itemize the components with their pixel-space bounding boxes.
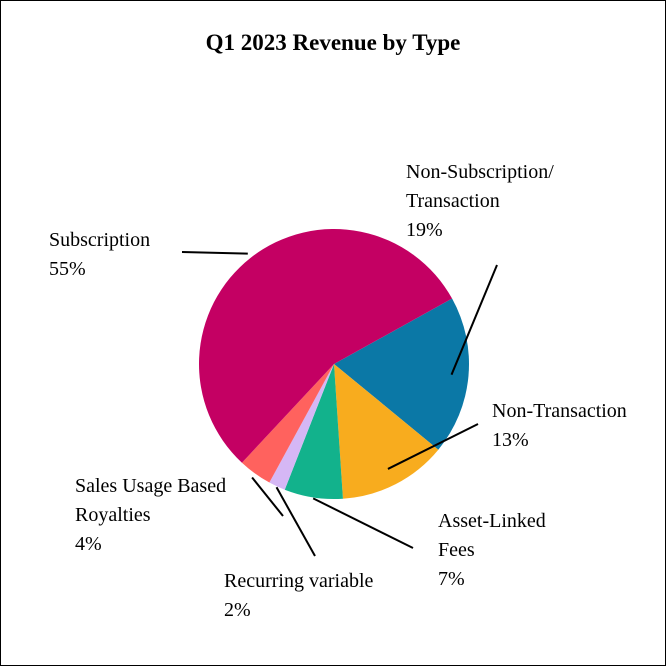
leader-line-non-transaction bbox=[387, 423, 479, 470]
label-asset-linked-fees: Asset-Linked Fees 7% bbox=[438, 507, 546, 594]
label-percent: 2% bbox=[224, 599, 251, 621]
leader-line-asset-linked-fees bbox=[312, 497, 414, 549]
label-non-subscription-transaction: Non-Subscription/ Transaction 19% bbox=[406, 158, 554, 245]
label-percent: 7% bbox=[438, 568, 465, 590]
leader-line-sales-usage-based-royalties bbox=[251, 476, 284, 517]
label-text-line-1: Recurring variable bbox=[224, 570, 374, 592]
label-text-line-1: Non-Subscription/ bbox=[406, 161, 554, 183]
label-recurring-variable: Recurring variable 2% bbox=[224, 567, 373, 625]
leader-line-non-subscription-transaction bbox=[450, 264, 498, 376]
label-text-line-1: Non-Transaction bbox=[492, 400, 627, 422]
leader-line-subscription bbox=[181, 251, 248, 255]
label-percent: 19% bbox=[406, 219, 443, 241]
pie-slice-recurring-variable bbox=[269, 364, 334, 490]
label-sales-usage-based-royalties: Sales Usage Based Royalties 4% bbox=[75, 472, 226, 559]
label-text-line-1: Sales Usage Based bbox=[75, 475, 227, 497]
label-subscription: Subscription 55% bbox=[49, 226, 150, 284]
label-text-line-2: Royalties bbox=[75, 504, 151, 526]
label-percent: 13% bbox=[492, 429, 529, 451]
pie-slice-asset-linked-fees bbox=[284, 364, 343, 499]
pie-slice-non-subscription-transaction bbox=[334, 298, 469, 450]
label-text-line-1: Subscription bbox=[49, 229, 151, 251]
leader-line-recurring-variable bbox=[275, 486, 316, 557]
label-text-line-2: Transaction bbox=[406, 190, 500, 212]
pie-slice-sales-usage-based-royalties bbox=[241, 364, 334, 483]
pie-slice-subscription bbox=[199, 229, 453, 463]
chart-title: Q1 2023 Revenue by Type bbox=[205, 30, 461, 55]
pie-slice-non-transaction bbox=[334, 364, 439, 499]
label-text-line-1: Asset-Linked bbox=[438, 510, 546, 532]
label-text-line-2: Fees bbox=[438, 539, 475, 561]
label-non-transaction: Non-Transaction 13% bbox=[492, 397, 627, 455]
label-percent: 55% bbox=[49, 258, 86, 280]
label-percent: 4% bbox=[75, 533, 102, 555]
